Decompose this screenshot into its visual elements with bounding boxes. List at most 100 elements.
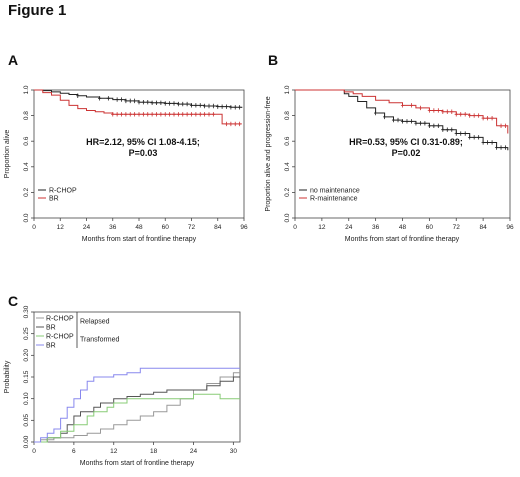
censor-mark: [154, 100, 159, 105]
y-tick-label: 0.4: [23, 162, 30, 171]
censor-mark: [203, 112, 207, 117]
censor-mark: [423, 121, 427, 126]
figure-title: Figure 1: [8, 2, 67, 19]
censor-mark: [427, 108, 431, 113]
y-tick-label: 0.10: [23, 392, 30, 405]
censor-mark: [189, 103, 194, 108]
censor-mark: [503, 123, 508, 129]
x-tick-label: 24: [190, 448, 198, 455]
censor-mark: [115, 97, 119, 102]
legend-label: R-CHOP: [46, 334, 74, 341]
censor-mark: [499, 123, 503, 129]
legend-label: BR: [46, 343, 56, 350]
x-tick-label: 96: [506, 224, 514, 231]
legend-label: no maintenance: [310, 188, 360, 195]
y-tick-label: 0.0: [284, 213, 291, 222]
censor-mark: [454, 112, 458, 117]
censor-mark: [98, 96, 102, 101]
censor-mark: [486, 140, 490, 145]
censor-mark: [436, 123, 440, 129]
censor-mark: [477, 135, 481, 140]
chart-panel-c: 0 6 12 18 24 30 0.00 0.05 0.10 0.15 0.20 0.25 0.30 Mo…: [4, 305, 241, 467]
censor-mark: [124, 98, 128, 104]
censor-mark: [76, 93, 80, 98]
censor-mark: [172, 112, 176, 117]
censor-mark: [432, 108, 436, 113]
x-tick-label: 12: [110, 448, 118, 455]
censor-mark: [176, 112, 180, 117]
y-tick-label: 0.25: [23, 327, 30, 340]
censor-mark: [400, 103, 405, 108]
x-tick-label: 96: [240, 224, 248, 231]
censor-mark: [159, 100, 163, 105]
censor-mark: [111, 112, 115, 117]
censor-mark: [400, 119, 405, 124]
censor-mark: [405, 119, 409, 124]
censor-mark: [238, 105, 242, 110]
censor-mark: [427, 123, 431, 129]
censor-mark: [477, 113, 481, 118]
censor-mark: [176, 101, 180, 107]
censor-mark: [141, 99, 145, 105]
censor-mark: [374, 110, 378, 116]
panel-label-a: A: [8, 52, 19, 68]
x-tick-label: 0: [32, 448, 36, 455]
x-tick-label: 24: [345, 224, 353, 231]
x-tick-label: 72: [453, 224, 461, 231]
censor-mark: [220, 104, 224, 109]
censor-mark: [229, 121, 233, 127]
censor-mark: [150, 100, 154, 105]
censor-mark: [238, 121, 242, 127]
censor-mark: [499, 145, 503, 150]
chart-panel-a: 0 12 24 36 48 60 72 84 96 0.0 0.2 0.4 0.6 0.8 1.0 Month…: [4, 85, 248, 243]
x-tick-label: 60: [162, 224, 170, 231]
censor-mark: [233, 105, 237, 110]
x-tick-label: 0: [293, 224, 297, 231]
y-axis-label: Proportion alive and progression-free: [265, 96, 272, 211]
y-tick-label: 0.05: [23, 414, 30, 427]
censor-mark: [168, 112, 172, 117]
censor-mark: [133, 112, 137, 117]
series-line-3: [34, 367, 240, 443]
censor-mark: [181, 101, 185, 107]
censor-mark: [146, 112, 150, 117]
censor-mark: [409, 119, 414, 124]
censor-mark: [490, 115, 494, 121]
censor-mark: [459, 112, 463, 117]
censor-mark: [207, 112, 211, 117]
y-tick-label: 0.4: [284, 162, 291, 171]
censor-mark: [233, 121, 237, 127]
censor-mark: [168, 101, 172, 106]
censor-mark: [128, 98, 132, 104]
legend-group-label: Relapsed: [80, 319, 110, 326]
x-axis-label: Months from start of frontline therapy: [345, 236, 460, 243]
plot-frame: [33, 311, 241, 443]
censor-mark: [436, 108, 440, 113]
censor-mark: [432, 123, 436, 129]
y-tick-label: 0.15: [23, 370, 30, 383]
legend-label: R-CHOP: [46, 316, 74, 323]
censor-mark: [141, 112, 145, 117]
y-axis-label: Probability: [4, 360, 11, 393]
censor-mark: [463, 112, 467, 117]
censor-mark: [119, 97, 124, 102]
x-tick-label: 24: [83, 224, 91, 231]
censor-mark: [445, 127, 449, 132]
y-tick-label: 1.0: [23, 85, 30, 94]
censor-mark: [133, 98, 137, 104]
x-tick-label: 36: [109, 224, 117, 231]
x-tick-label: 84: [480, 224, 488, 231]
censor-mark: [128, 112, 132, 117]
censor-mark: [441, 127, 445, 132]
censor-mark: [468, 113, 472, 118]
censor-mark: [163, 112, 167, 117]
x-tick-label: 12: [57, 224, 65, 231]
censor-mark: [472, 135, 476, 140]
censor-mark: [441, 109, 445, 114]
censor-mark: [445, 109, 449, 114]
panel-label-c: C: [8, 293, 19, 309]
hr-annotation-line: HR=2.12, 95% CI 1.08-4.15;: [86, 137, 200, 147]
censor-mark: [189, 112, 194, 117]
censor-mark: [418, 105, 423, 111]
hr-annotation-line: HR=0.53, 95% CI 0.31-0.89;: [349, 137, 463, 147]
